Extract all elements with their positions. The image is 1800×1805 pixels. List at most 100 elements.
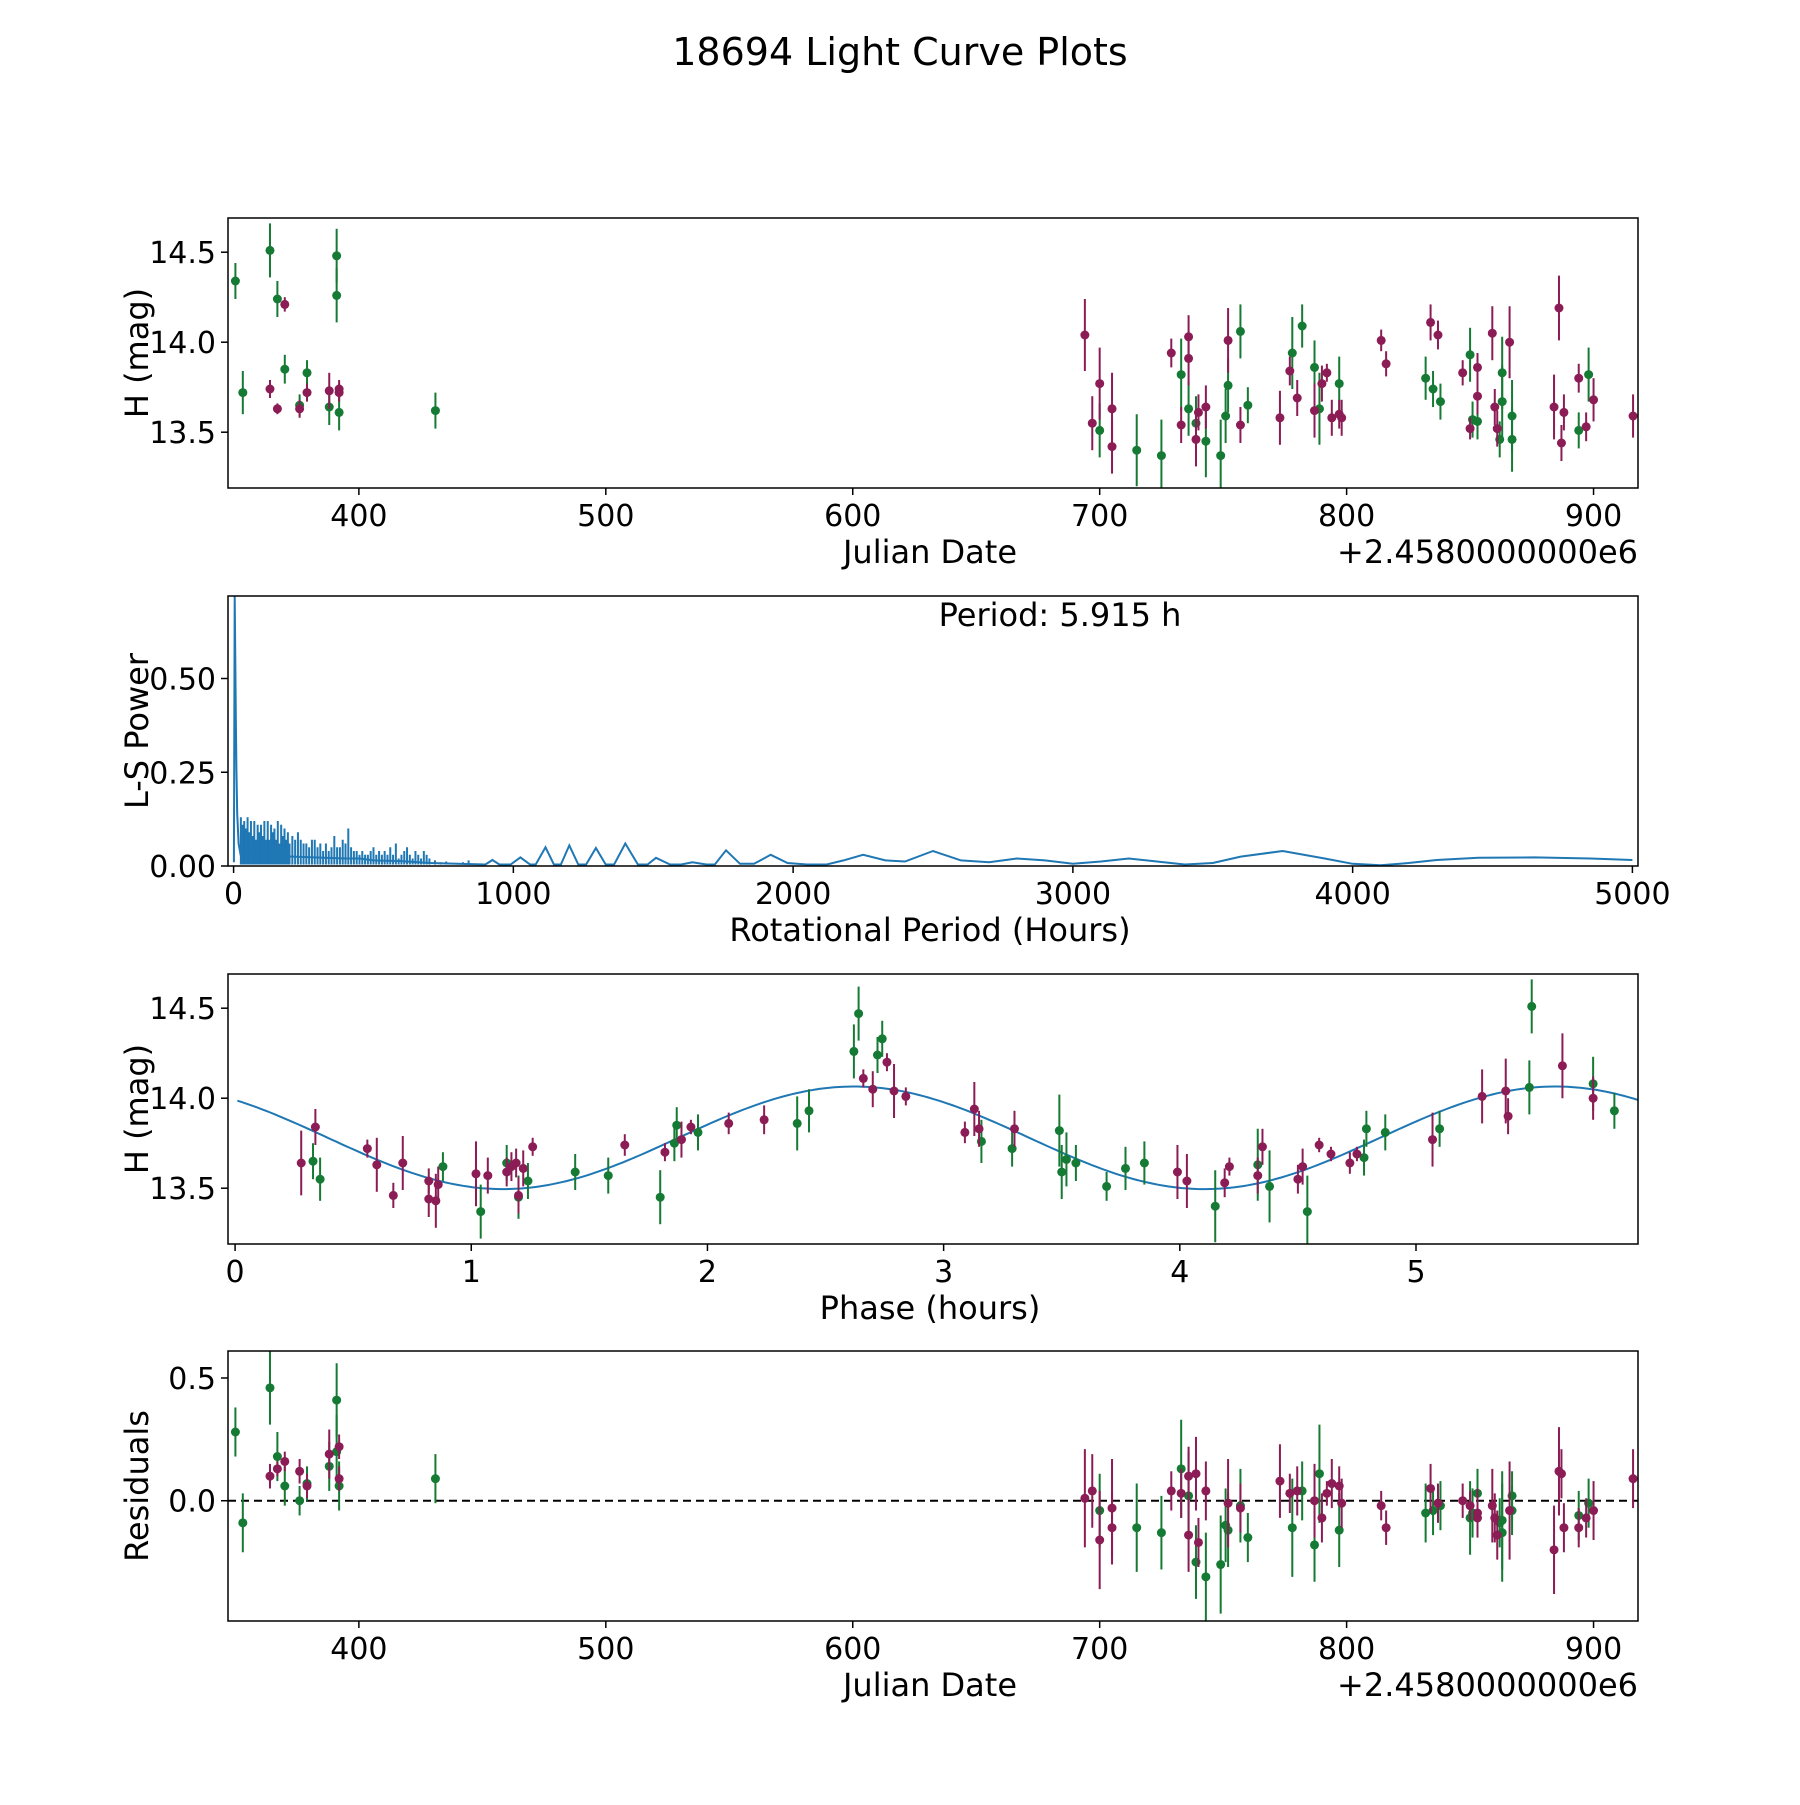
- green-data-point: [1334, 1525, 1344, 1535]
- purple-data-point: [1184, 1471, 1194, 1481]
- purple-data-point: [1298, 1162, 1308, 1172]
- purple-data-point: [1581, 1513, 1591, 1523]
- green-data-point: [1497, 1515, 1507, 1525]
- purple-data-point: [1465, 424, 1475, 434]
- purple-data-point: [1492, 1530, 1502, 1540]
- purple-data-point: [1554, 303, 1564, 313]
- purple-data-point: [1503, 1111, 1513, 1121]
- x-tick-label: 5: [1406, 1255, 1425, 1290]
- purple-data-point: [334, 1442, 344, 1452]
- purple-data-point: [1505, 337, 1515, 347]
- y-tick-label: 0.0: [168, 1485, 216, 1520]
- purple-data-point: [265, 384, 275, 394]
- green-data-point: [1095, 425, 1105, 435]
- data-layer: [228, 1351, 1638, 1621]
- purple-data-point: [1201, 402, 1211, 412]
- green-data-point: [1507, 411, 1517, 421]
- purple-data-point: [1223, 1498, 1233, 1508]
- purple-data-point: [1193, 407, 1203, 417]
- green-data-point: [854, 1009, 864, 1019]
- purple-data-point: [1327, 1479, 1337, 1489]
- green-data-point: [1287, 348, 1297, 358]
- x-tick-label: 4000: [1314, 877, 1390, 912]
- axes-frame: [227, 217, 1639, 489]
- purple-data-point: [1235, 1503, 1245, 1513]
- purple-data-point: [974, 1124, 984, 1134]
- green-data-point: [1472, 416, 1482, 426]
- x-tick-label: 500: [577, 1632, 634, 1667]
- purple-data-point: [1285, 366, 1295, 376]
- x-axis-label: Rotational Period (Hours): [729, 911, 1130, 949]
- green-data-point: [1243, 1533, 1253, 1543]
- purple-data-point: [1087, 418, 1097, 428]
- purple-data-point: [1487, 328, 1497, 338]
- purple-data-point: [969, 1104, 979, 1114]
- purple-data-point: [858, 1073, 868, 1083]
- residuals-panel: 400 500 600 700 800 900 0.0 0.5 Julian Date Resid…: [118, 1350, 1639, 1704]
- y-axis-label: H (mag): [118, 288, 156, 418]
- purple-data-point: [1310, 406, 1320, 416]
- green-data-point: [1527, 1001, 1537, 1011]
- green-data-point: [1054, 1126, 1064, 1136]
- x-tick-label: 900: [1565, 499, 1622, 534]
- purple-data-point: [388, 1190, 398, 1200]
- purple-data-point: [1574, 1523, 1584, 1533]
- green-data-point: [1061, 1154, 1071, 1164]
- purple-data-point: [1628, 411, 1638, 421]
- x-tick-label: 0: [226, 1255, 245, 1290]
- x-axis-label: Julian Date: [841, 533, 1017, 571]
- purple-data-point: [514, 1190, 524, 1200]
- data-layer: [230, 223, 1638, 488]
- purple-data-point: [1166, 1486, 1176, 1496]
- purple-data-point: [868, 1084, 878, 1094]
- green-data-point: [1176, 370, 1186, 380]
- purple-data-point: [1191, 434, 1201, 444]
- green-data-point: [280, 1481, 290, 1491]
- periodogram-line: [232, 596, 1633, 866]
- green-data-point: [272, 1452, 282, 1462]
- purple-data-point: [1581, 422, 1591, 432]
- green-data-point: [1314, 1469, 1324, 1479]
- green-data-point: [1297, 321, 1307, 331]
- purple-data-point: [724, 1118, 734, 1128]
- green-data-point: [430, 406, 440, 416]
- purple-data-point: [1257, 1142, 1267, 1152]
- y-tick-label: 0.5: [168, 1362, 216, 1397]
- purple-data-point: [334, 1474, 344, 1484]
- purple-data-point: [1589, 395, 1599, 405]
- purple-data-point: [1472, 362, 1482, 372]
- purple-data-point: [1182, 1176, 1192, 1186]
- purple-data-point: [302, 388, 312, 398]
- purple-data-point: [1557, 1061, 1567, 1071]
- green-data-point: [265, 1383, 275, 1393]
- green-data-point: [238, 1518, 248, 1528]
- purple-data-point: [1223, 335, 1233, 345]
- purple-data-point: [1314, 1140, 1324, 1150]
- green-data-point: [523, 1176, 533, 1186]
- axes-frame: [227, 973, 1639, 1245]
- green-data-point: [332, 1395, 342, 1405]
- data-layer: [232, 596, 1633, 866]
- x-tick-label: 4: [1170, 1255, 1189, 1290]
- green-data-point: [308, 1156, 318, 1166]
- green-data-point: [1497, 397, 1507, 407]
- purple-data-point: [1107, 404, 1117, 414]
- green-data-point: [1265, 1181, 1275, 1191]
- purple-data-point: [362, 1144, 372, 1154]
- x-tick-label: 700: [1071, 499, 1128, 534]
- y-axis-label: H (mag): [118, 1044, 156, 1174]
- purple-data-point: [1317, 1513, 1327, 1523]
- period-annotation: Period: 5.915 h: [939, 596, 1182, 634]
- green-data-point: [872, 1050, 882, 1060]
- green-data-point: [1156, 1528, 1166, 1538]
- purple-data-point: [265, 1471, 275, 1481]
- purple-data-point: [1588, 1093, 1598, 1103]
- purple-data-point: [1549, 1545, 1559, 1555]
- purple-data-point: [1433, 330, 1443, 340]
- x-tick-label: 3000: [1035, 877, 1111, 912]
- green-data-point: [1221, 411, 1231, 421]
- purple-data-point: [1224, 1162, 1234, 1172]
- x-tick-label: 700: [1071, 1632, 1128, 1667]
- purple-data-point: [1275, 1476, 1285, 1486]
